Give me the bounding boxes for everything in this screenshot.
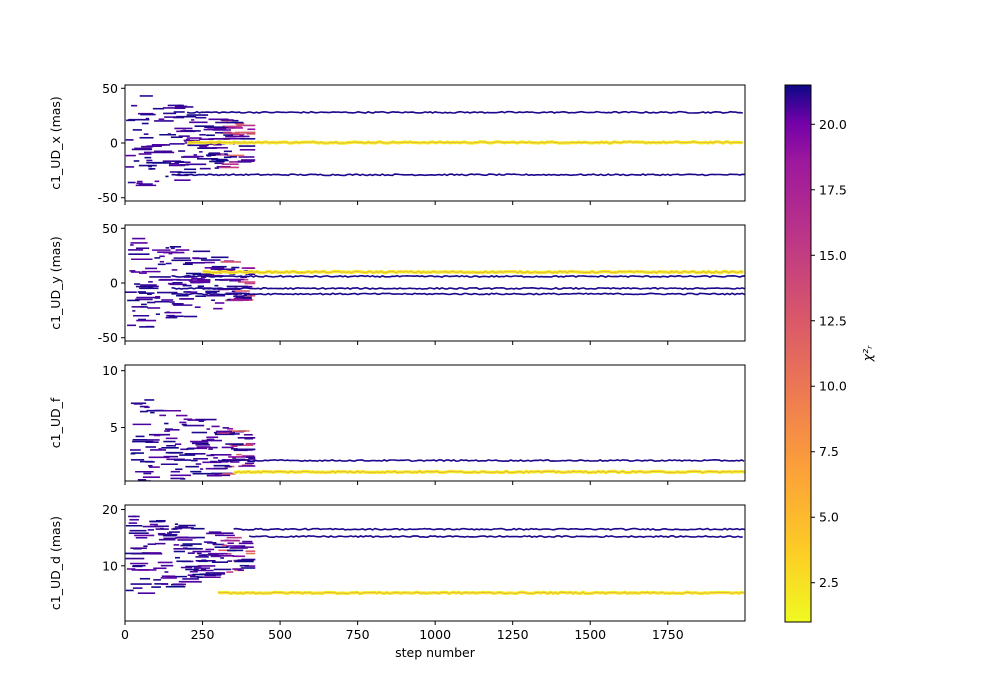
y-tick-label: 50 (102, 221, 118, 236)
converged-walker-line (171, 173, 745, 177)
converged-walker-line (171, 286, 745, 291)
converged-walker-line (217, 458, 745, 463)
colorbar-tick-label: 5.0 (819, 510, 839, 525)
x-tick-label: 750 (346, 627, 370, 642)
converged-walker-line (186, 110, 743, 114)
converged-walker-edge (217, 591, 745, 594)
y-tick-label: 10 (102, 363, 118, 378)
panel-frame (124, 364, 746, 482)
y-axis-label: c1_UD_y (mas) (48, 236, 63, 330)
y-tick-label: 50 (102, 81, 118, 96)
y-axis-label: c1_UD_x (mas) (48, 96, 63, 190)
colorbar-tick-label: 2.5 (819, 575, 839, 590)
colorbar-label: χ²ᵣ (860, 345, 875, 362)
trace-panel-4: 10 20 c1_UD_d (mas) (48, 502, 746, 625)
trace-panel-2: -50 0 50 c1_UD_y (mas) (48, 221, 746, 345)
x-tick-label: 1250 (497, 627, 529, 642)
x-tick-label: 1000 (419, 627, 451, 642)
y-axis-label: c1_UD_f (48, 397, 63, 448)
colorbar-tick-label: 10.0 (819, 379, 847, 394)
trace-panel-3: 5 10 c1_UD_f (48, 363, 746, 485)
colorbar-tick-label: 12.5 (819, 313, 847, 328)
colorbar-tick-label: 17.5 (819, 182, 847, 197)
colorbar-tick-label: 15.0 (819, 248, 847, 263)
colorbar: 2.5 5.0 7.5 10.0 12.5 15.0 17.5 20.0 χ²ᵣ (784, 84, 875, 623)
converged-walker-edge (233, 470, 745, 474)
converged-walker-edge (186, 141, 743, 144)
y-tick-label: 0 (110, 276, 118, 291)
x-tick-label: 500 (268, 627, 292, 642)
converged-walker-line (233, 527, 745, 531)
x-tick-label: 250 (191, 627, 215, 642)
x-axis-label: step number (395, 645, 476, 660)
colorbar-frame (784, 84, 812, 623)
colorbar-gradient (785, 85, 811, 622)
y-tick-label: 10 (102, 558, 118, 573)
y-tick-label: 0 (110, 136, 118, 151)
converged-walker-line (248, 534, 743, 539)
y-tick-label: 20 (102, 502, 118, 517)
x-tick-label: 1500 (574, 627, 606, 642)
panel-frame (124, 224, 746, 342)
converged-walker-edge (202, 270, 744, 274)
colorbar-tick-label: 7.5 (819, 444, 839, 459)
y-tick-label: 5 (110, 420, 118, 435)
y-tick-label: -50 (98, 330, 118, 345)
trace-panel-1: -50 0 50 c1_UD_x (mas) (48, 81, 746, 205)
converged-walker-line (171, 274, 745, 278)
x-tick-label: 0 (121, 627, 129, 642)
converged-walker-line (171, 292, 745, 296)
panel-frame (124, 504, 746, 622)
y-tick-label: -50 (98, 190, 118, 205)
y-axis-label: c1_UD_d (mas) (48, 516, 63, 610)
x-tick-label: 1750 (652, 627, 684, 642)
colorbar-tick-label: 20.0 (819, 117, 847, 132)
